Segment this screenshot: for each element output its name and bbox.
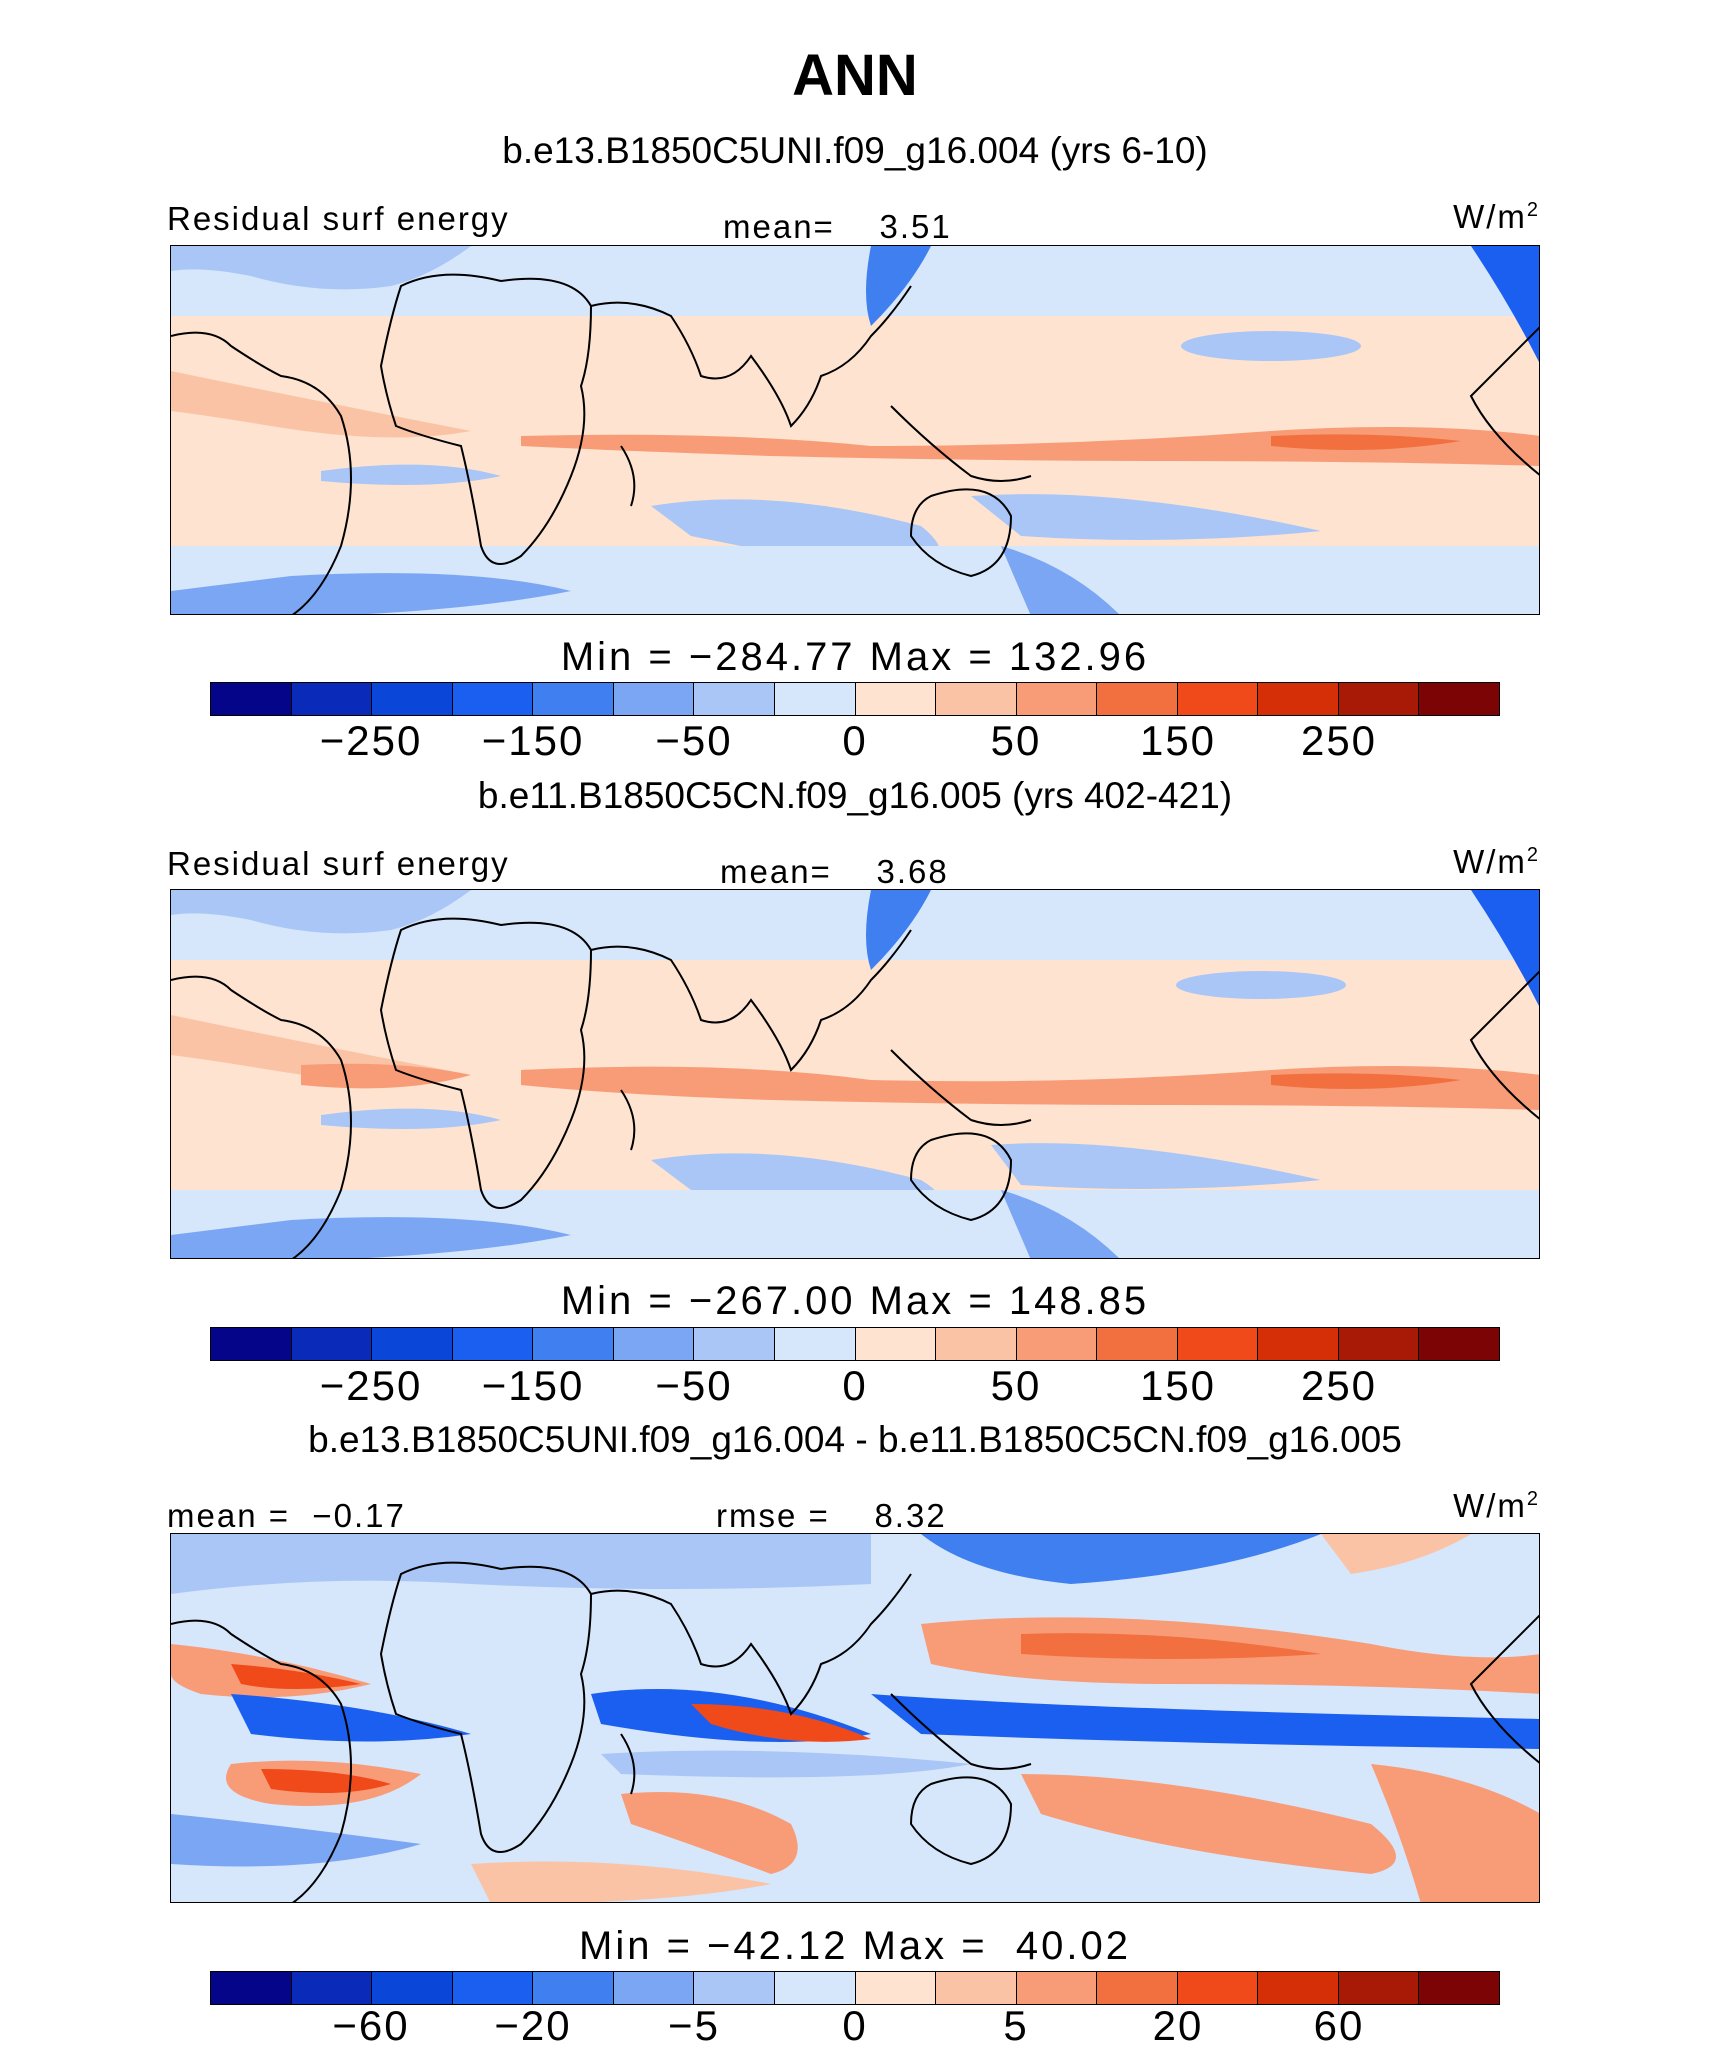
panel-3-tick: 0 bbox=[842, 2002, 868, 2049]
colorbar-box bbox=[936, 683, 1017, 715]
panel-3-units: W/m2 bbox=[1453, 1487, 1540, 1524]
panel-3-tick: 20 bbox=[1152, 2002, 1204, 2049]
colorbar-box bbox=[372, 683, 453, 715]
panel-1-units: W/m2 bbox=[1453, 198, 1540, 235]
panel-2-tick: −50 bbox=[655, 1362, 733, 1409]
colorbar-box bbox=[774, 683, 856, 715]
panel-3-colorbar-ticks: −60 −20 −5 0 5 20 60 bbox=[210, 2002, 1500, 2052]
colorbar-box bbox=[1016, 1972, 1098, 2004]
panel-2-tick: −250 bbox=[319, 1362, 423, 1409]
colorbar-box bbox=[533, 1972, 614, 2004]
colorbar-box bbox=[1177, 683, 1259, 715]
panel-2-units: W/m2 bbox=[1453, 843, 1540, 880]
colorbar-box bbox=[1338, 683, 1420, 715]
colorbar-box bbox=[1419, 1328, 1499, 1360]
colorbar-box bbox=[613, 1972, 695, 2004]
panel-2-subtitle: b.e11.B1850C5CN.f09_g16.005 (yrs 402-421… bbox=[477, 775, 1233, 816]
panel-1-colorbar-ticks: −250 −150 −50 0 50 150 250 bbox=[210, 717, 1500, 767]
colorbar-box bbox=[1016, 683, 1098, 715]
colorbar-box bbox=[533, 1328, 614, 1360]
panel-2-tick: 250 bbox=[1300, 1362, 1378, 1409]
panel-3-tick: 5 bbox=[1003, 2002, 1029, 2049]
panel-3-minmax: Min = −42.12 Max = 40.02 bbox=[579, 1924, 1131, 1968]
colorbar-box bbox=[855, 1328, 937, 1360]
panel-1-map bbox=[170, 245, 1540, 615]
panel-1-tick: 0 bbox=[842, 717, 868, 764]
figure-title: ANN bbox=[792, 43, 918, 108]
panel-1-variable-label: Residual surf energy bbox=[167, 200, 510, 237]
panel-2-mean-label: mean= 3.68 bbox=[720, 853, 949, 890]
colorbar-box bbox=[1419, 1972, 1499, 2004]
panel-3-tick: −20 bbox=[494, 2002, 572, 2049]
colorbar-box bbox=[1419, 683, 1499, 715]
colorbar-box bbox=[855, 683, 937, 715]
panel-1-colorbar bbox=[210, 682, 1500, 716]
colorbar-box bbox=[1338, 1328, 1420, 1360]
panel-2-map bbox=[170, 889, 1540, 1259]
colorbar-box bbox=[694, 683, 775, 715]
colorbar-box bbox=[452, 1972, 534, 2004]
colorbar-box bbox=[1177, 1328, 1259, 1360]
panel-1-tick: −150 bbox=[481, 717, 585, 764]
colorbar-box bbox=[291, 1328, 373, 1360]
panel-1-tick: 50 bbox=[990, 717, 1042, 764]
panel-3-tick: −60 bbox=[332, 2002, 410, 2049]
colorbar-box bbox=[774, 1972, 856, 2004]
colorbar-box bbox=[694, 1328, 775, 1360]
colorbar-box bbox=[936, 1972, 1017, 2004]
colorbar-box bbox=[694, 1972, 775, 2004]
panel-1-tick: −250 bbox=[319, 717, 423, 764]
colorbar-box bbox=[936, 1328, 1017, 1360]
colorbar-box bbox=[211, 1328, 292, 1360]
panel-2-tick: −150 bbox=[481, 1362, 585, 1409]
panel-2-tick: 150 bbox=[1139, 1362, 1217, 1409]
colorbar-box bbox=[452, 683, 534, 715]
colorbar-box bbox=[372, 1328, 453, 1360]
colorbar-box bbox=[1258, 683, 1339, 715]
colorbar-box bbox=[1016, 1328, 1098, 1360]
panel-2-variable-label: Residual surf energy bbox=[167, 845, 510, 882]
colorbar-box bbox=[855, 1972, 937, 2004]
colorbar-box bbox=[372, 1972, 453, 2004]
panel-3-tick: 60 bbox=[1313, 2002, 1365, 2049]
colorbar-box bbox=[1097, 1972, 1178, 2004]
colorbar-box bbox=[1258, 1328, 1339, 1360]
panel-3-tick: −5 bbox=[668, 2002, 720, 2049]
panel-1-tick: 150 bbox=[1139, 717, 1217, 764]
panel-1-minmax: Min = −284.77 Max = 132.96 bbox=[560, 635, 1150, 679]
colorbar-box bbox=[774, 1328, 856, 1360]
panel-3-mean-label: mean = −0.17 bbox=[167, 1497, 406, 1534]
panel-3-subtitle: b.e13.B1850C5UNI.f09_g16.004 - b.e11.B18… bbox=[308, 1419, 1402, 1460]
colorbar-box bbox=[1177, 1972, 1259, 2004]
panel-1-subtitle: b.e13.B1850C5UNI.f09_g16.004 (yrs 6-10) bbox=[502, 130, 1208, 171]
colorbar-box bbox=[613, 1328, 695, 1360]
panel-3-rmse-label: rmse = 8.32 bbox=[716, 1497, 947, 1534]
panel-3-map bbox=[170, 1533, 1540, 1903]
panel-1-tick: 250 bbox=[1300, 717, 1378, 764]
colorbar-box bbox=[533, 683, 614, 715]
colorbar-box bbox=[1097, 1328, 1178, 1360]
panel-2-colorbar-ticks: −250 −150 −50 0 50 150 250 bbox=[210, 1362, 1500, 1412]
panel-1-mean-label: mean= 3.51 bbox=[723, 208, 952, 245]
panel-2-minmax: Min = −267.00 Max = 148.85 bbox=[560, 1279, 1150, 1323]
panel-2-tick: 0 bbox=[842, 1362, 868, 1409]
panel-1-tick: −50 bbox=[655, 717, 733, 764]
panel-2-tick: 50 bbox=[990, 1362, 1042, 1409]
colorbar-box bbox=[613, 683, 695, 715]
panel-3-colorbar bbox=[210, 1971, 1500, 2005]
colorbar-box bbox=[452, 1328, 534, 1360]
colorbar-box bbox=[211, 1972, 292, 2004]
colorbar-box bbox=[291, 683, 373, 715]
panel-2-colorbar bbox=[210, 1327, 1500, 1361]
colorbar-box bbox=[1338, 1972, 1420, 2004]
colorbar-box bbox=[1097, 683, 1178, 715]
colorbar-box bbox=[211, 683, 292, 715]
colorbar-box bbox=[1258, 1972, 1339, 2004]
colorbar-box bbox=[291, 1972, 373, 2004]
